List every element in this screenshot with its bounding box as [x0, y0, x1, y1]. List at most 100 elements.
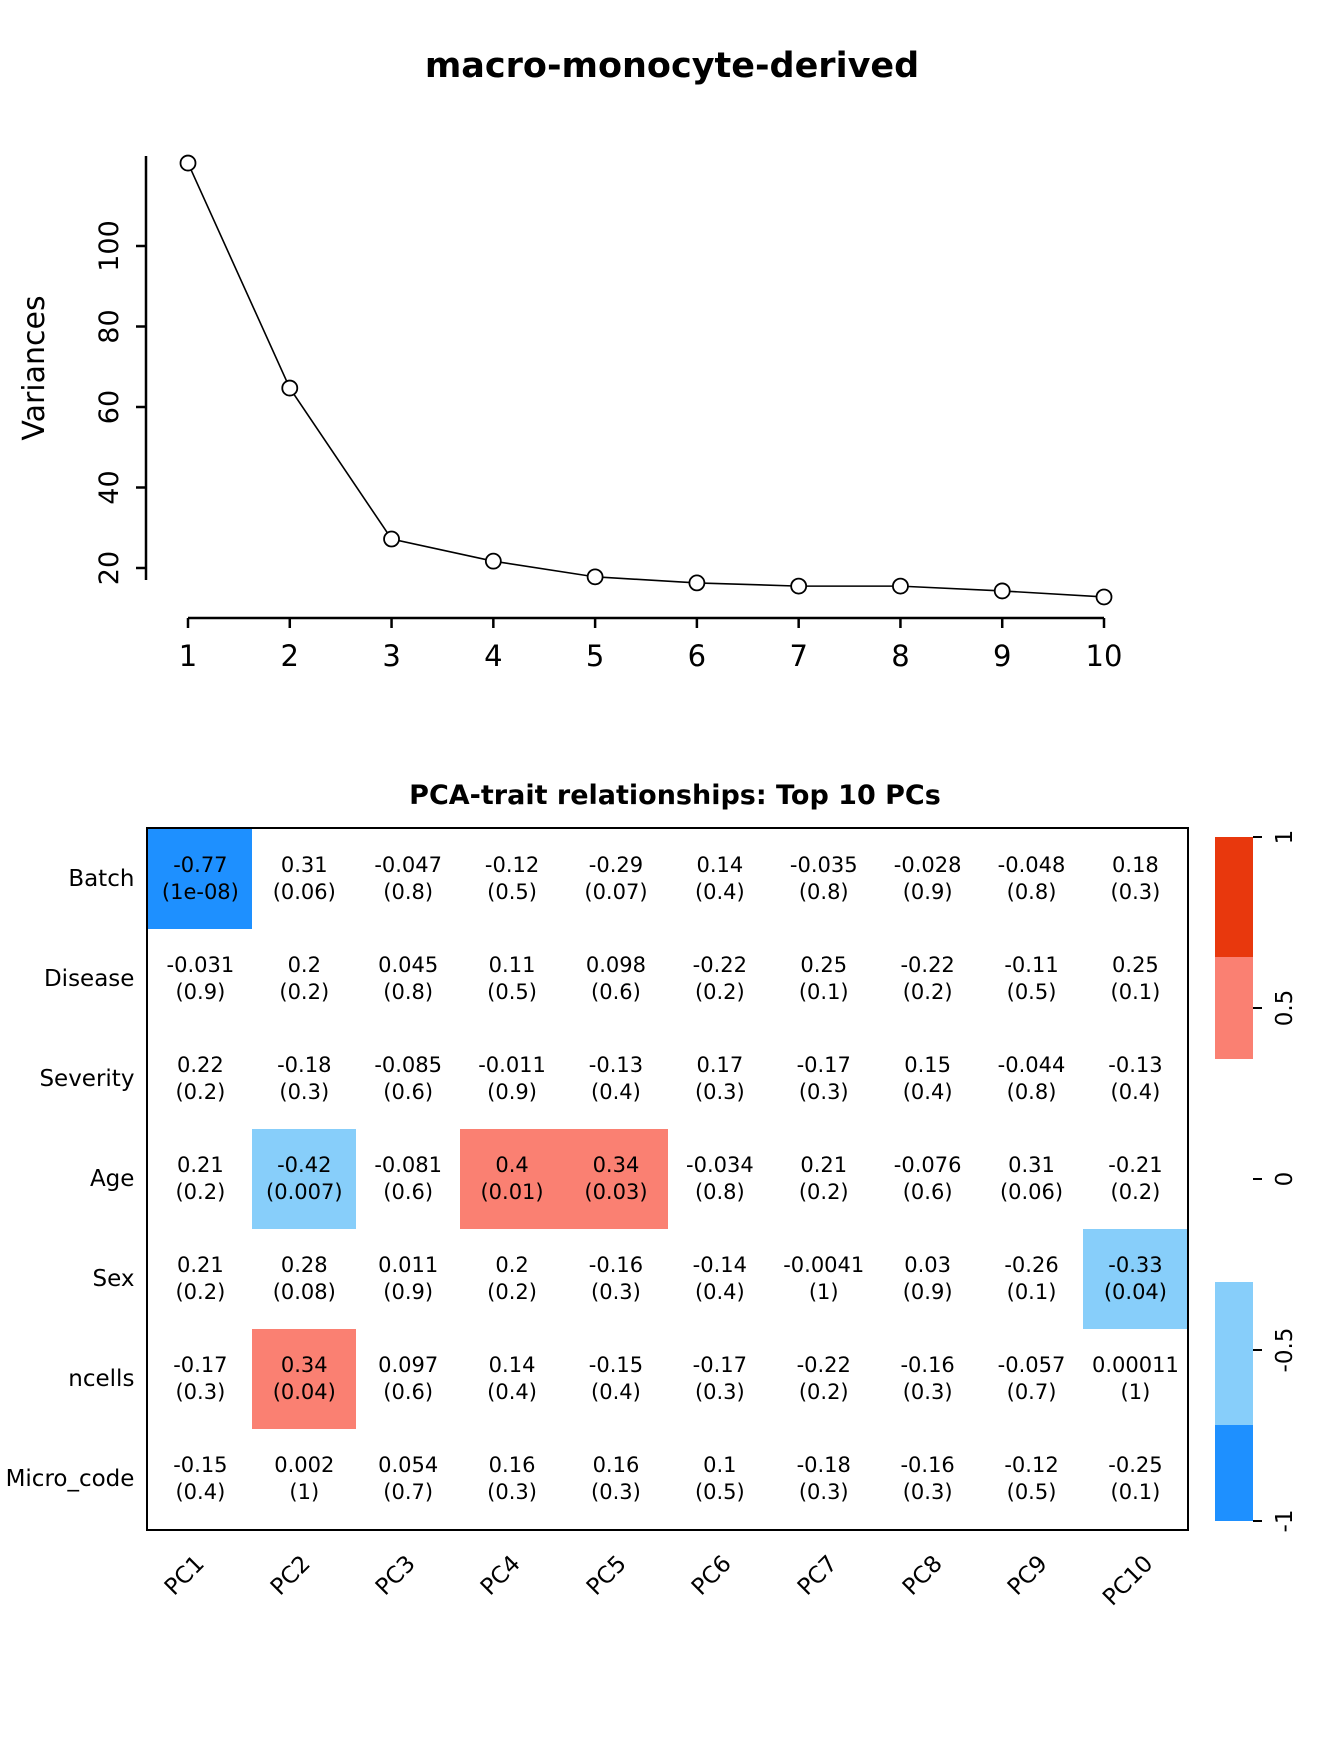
cell-correlation: 0.17 [696, 1052, 744, 1077]
row-label-micro_code: Micro_code [5, 1466, 135, 1492]
heatmap-cell-batch-pc4: -0.12 (0.5) [460, 829, 564, 929]
heatmap-cell-severity-pc10: -0.13 (0.4) [1083, 1029, 1188, 1129]
cell-pvalue: (0.5) [694, 1480, 745, 1504]
colorbar-tick-mark [1253, 1178, 1263, 1180]
cell-pvalue: (0.7) [1006, 1380, 1057, 1404]
cell-pvalue: (0.8) [694, 1180, 745, 1204]
cell-correlation: 0.03 [904, 1252, 952, 1277]
heatmap-cell-batch-pc5: -0.29 (0.07) [564, 829, 668, 929]
col-label-pc9: PC9 [991, 1531, 1096, 1626]
colorbar-segment-weak_neg [1215, 1281, 1254, 1426]
cell-correlation: -0.031 [166, 952, 235, 977]
cell-correlation: 0.25 [1112, 952, 1159, 977]
y-tick-label: 80 [94, 309, 125, 343]
colorbar-tick-label: -1 [1272, 1509, 1299, 1533]
cell-pvalue: (0.06) [272, 880, 336, 904]
scree-point [179, 154, 197, 172]
row-label-severity: Severity [39, 1066, 135, 1092]
cell-correlation: 0.16 [488, 1452, 536, 1477]
cell-correlation: 0.011 [378, 1252, 439, 1277]
scree-point [281, 379, 299, 397]
colorbar-segment-strong_neg [1215, 1425, 1254, 1521]
cell-pvalue: (0.06) [999, 1180, 1064, 1204]
colorbar-tick-mark [1253, 1520, 1263, 1522]
colorbar-tick-label: 0 [1272, 1171, 1299, 1187]
cell-correlation: 0.22 [177, 1052, 224, 1077]
col-label-pc1: PC1 [148, 1531, 253, 1626]
col-label-pc5: PC5 [570, 1531, 675, 1626]
cell-correlation: -0.25 [1108, 1452, 1163, 1477]
cell-correlation: -0.047 [374, 852, 443, 877]
cell-pvalue: (0.2) [902, 980, 953, 1004]
cell-correlation: -0.17 [796, 1052, 851, 1077]
heatmap-cell-disease-pc6: -0.22 (0.2) [667, 929, 772, 1029]
cell-correlation: 0.002 [274, 1452, 335, 1477]
heatmap-cell-disease-pc8: -0.22 (0.2) [875, 929, 980, 1029]
cell-correlation: 0.31 [280, 852, 328, 877]
cell-pvalue: (0.01) [480, 1180, 544, 1204]
cell-correlation: -0.16 [900, 1352, 955, 1377]
scree-point [383, 530, 400, 548]
cell-pvalue: (0.3) [798, 1080, 849, 1104]
col-label-text: PC7 [792, 1550, 843, 1601]
cell-pvalue: (0.2) [175, 1080, 226, 1104]
y-tick-label: 100 [94, 220, 125, 272]
x-tick-label: 10 [1086, 639, 1123, 673]
cell-pvalue: (0.3) [902, 1480, 953, 1504]
heatmap-cell-severity-pc9: -0.044 (0.8) [979, 1029, 1084, 1129]
heatmap-cell-batch-pc3: -0.047 (0.8) [356, 829, 461, 929]
cell-correlation: 0.28 [280, 1252, 328, 1277]
heatmap-cell-age-pc1: 0.21 (0.2) [148, 1129, 253, 1229]
cell-correlation: 0.045 [378, 952, 439, 977]
cell-correlation: 0.34 [592, 1152, 640, 1177]
cell-pvalue: (0.3) [902, 1380, 953, 1404]
cell-pvalue: (0.4) [591, 1380, 641, 1404]
heatmap-cell-age-pc4: 0.4 (0.01) [460, 1129, 564, 1229]
heatmap-cell-ncells-pc3: 0.097 (0.6) [356, 1329, 461, 1429]
heatmap-cell-severity-pc1: 0.22 (0.2) [148, 1029, 253, 1129]
y-tick-label: 60 [94, 390, 125, 424]
heatmap-cell-disease-pc5: 0.098 (0.6) [564, 929, 668, 1029]
heatmap-row-labels: Batch Disease Severity Age Sex ncells Micro_co… [0, 827, 146, 1531]
cell-pvalue: (0.6) [383, 1380, 434, 1404]
cell-correlation: -0.011 [478, 1052, 546, 1077]
x-tick-label: 9 [993, 639, 1011, 673]
cell-correlation: 0.25 [800, 952, 848, 977]
cell-correlation: -0.035 [789, 852, 858, 877]
y-tick-label: 40 [94, 470, 125, 504]
heatmap-cell-sex-pc1: 0.21 (0.2) [148, 1229, 253, 1329]
cell-pvalue: (0.9) [383, 1280, 434, 1304]
colorbar [1215, 837, 1254, 1521]
cell-pvalue: (0.4) [487, 1380, 537, 1404]
col-label-text: PC8 [897, 1550, 948, 1601]
cell-correlation: -0.12 [1004, 1452, 1059, 1477]
heatmap-grid: -0.77 (1e-08) 0.31 (0.06) -0.047 (0.8) -0.12 (0… [146, 827, 1190, 1531]
cell-pvalue: (0.2) [798, 1180, 849, 1204]
scree-section: macro-monocyte-derived 20 40 60 80 100 Varian… [0, 0, 1344, 710]
y-axis-title: Variances [17, 295, 52, 440]
cell-pvalue: (0.9) [175, 980, 226, 1004]
cell-pvalue: (0.6) [383, 1180, 434, 1204]
heatmap-cell-disease-pc2: 0.2 (0.2) [252, 929, 357, 1029]
cell-correlation: -0.14 [692, 1252, 748, 1277]
cell-correlation: -0.15 [588, 1352, 644, 1377]
cell-pvalue: (0.9) [902, 880, 953, 904]
cell-pvalue: (0.1) [1110, 980, 1161, 1004]
cell-pvalue: (0.5) [1006, 980, 1057, 1004]
heatmap-cell-ncells-pc10: 0.00011 (1) [1083, 1329, 1188, 1429]
cell-pvalue: (0.1) [1006, 1280, 1057, 1304]
col-label-pc6: PC6 [675, 1531, 780, 1626]
cell-pvalue: (0.8) [383, 980, 434, 1004]
heatmap-cell-severity-pc4: -0.011 (0.9) [460, 1029, 564, 1129]
cell-correlation: -0.034 [686, 1152, 754, 1177]
cell-correlation: -0.26 [1004, 1252, 1059, 1277]
cell-pvalue: (0.3) [694, 1080, 745, 1104]
heatmap-cell-disease-pc3: 0.045 (0.8) [356, 929, 461, 1029]
cell-pvalue: (0.3) [279, 1080, 330, 1104]
cell-pvalue: (0.5) [1006, 1480, 1057, 1504]
cell-pvalue: (0.007) [266, 1180, 343, 1204]
scree-line [187, 162, 1105, 598]
cell-correlation: -0.048 [997, 852, 1066, 877]
cell-correlation: -0.12 [484, 852, 540, 877]
colorbar-segment-strong_pos [1215, 837, 1254, 957]
